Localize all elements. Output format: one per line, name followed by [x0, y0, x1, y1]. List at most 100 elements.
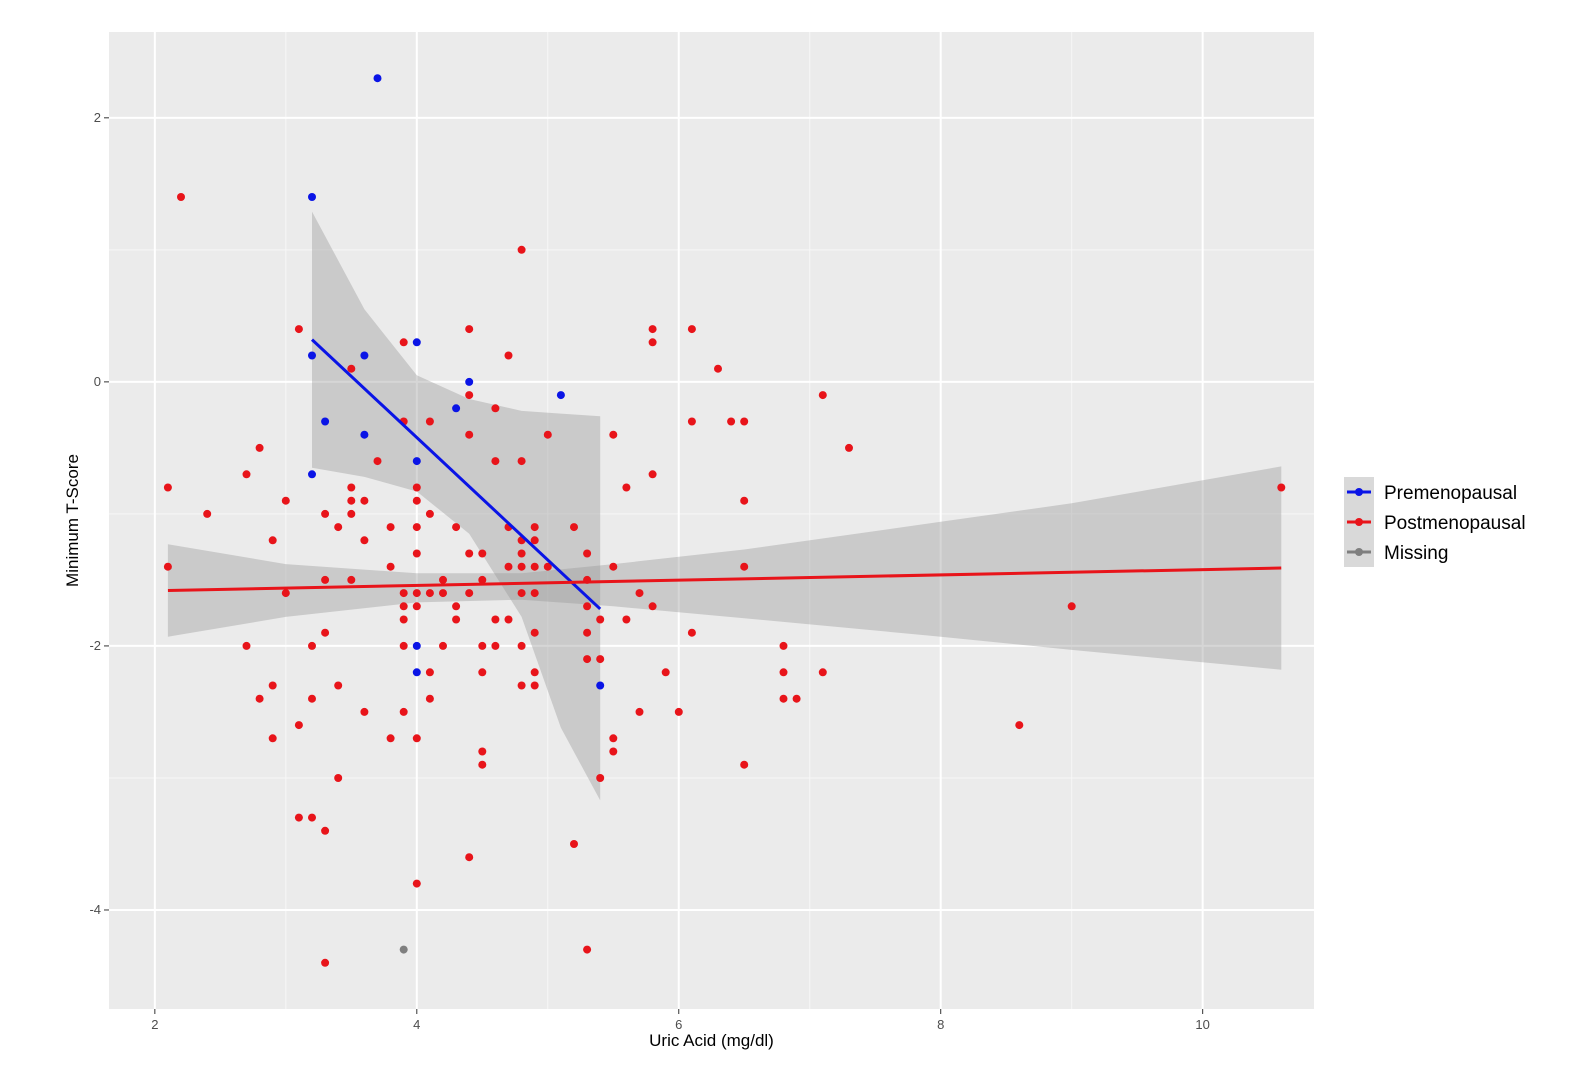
data-point: [556, 391, 565, 400]
data-point: [687, 325, 696, 334]
data-point: [412, 549, 421, 558]
data-point: [792, 694, 801, 703]
data-point: [412, 602, 421, 611]
data-point: [609, 562, 618, 571]
data-point: [845, 443, 853, 452]
data-point: [452, 602, 461, 611]
data-point: [465, 325, 474, 334]
data-point: [674, 707, 683, 716]
data-point: [425, 694, 434, 703]
gridlines: [109, 32, 1314, 1009]
data-point: [425, 509, 434, 518]
data-point: [530, 536, 539, 545]
data-point: [386, 562, 395, 571]
data-point: [478, 668, 487, 677]
data-point: [399, 641, 408, 650]
data-point: [570, 523, 578, 532]
data-point: [465, 549, 474, 558]
legend: Premenopausal Postmenopausal Missing: [1344, 477, 1526, 567]
x-tick-label: 8: [937, 1017, 944, 1032]
data-point: [412, 879, 421, 888]
data-point: [648, 338, 657, 347]
data-point: [478, 575, 487, 584]
data-point: [268, 681, 277, 690]
data-point: [491, 641, 500, 650]
data-point: [334, 681, 343, 690]
data-point: [478, 641, 487, 650]
legend-label: Missing: [1384, 543, 1448, 564]
data-point: [740, 496, 749, 505]
data-point: [347, 483, 356, 492]
data-point: [504, 562, 513, 571]
data-point: [412, 734, 421, 743]
data-point: [399, 602, 408, 611]
fit-line: [167, 566, 1282, 592]
data-point: [622, 483, 631, 492]
data-point: [347, 364, 356, 373]
data-point: [360, 496, 369, 505]
data-point: [452, 615, 461, 624]
data-point: [242, 470, 251, 479]
data-point: [308, 694, 316, 703]
data-point: [1015, 721, 1024, 730]
data-point: [360, 351, 369, 360]
data-point: [321, 958, 330, 967]
data-point: [439, 575, 447, 584]
data-point: [465, 377, 474, 386]
data-point: [517, 549, 526, 558]
data-point: [530, 589, 539, 598]
data-point: [334, 523, 343, 532]
x-tick-label: 10: [1195, 1017, 1209, 1032]
data-point: [399, 707, 408, 716]
data-point: [609, 430, 618, 439]
data-point: [465, 589, 474, 598]
data-point: [1277, 483, 1286, 492]
axes: 2 4 6 8 10 -4 -2 0 2: [89, 110, 1209, 1032]
x-tick-label: 2: [151, 1017, 158, 1032]
data-point: [412, 641, 421, 650]
data-point: [321, 628, 330, 637]
data-point: [439, 641, 447, 650]
data-point: [294, 813, 303, 822]
data-point: [347, 496, 356, 505]
data-point: [399, 589, 408, 598]
data-point: [609, 734, 618, 743]
data-point: [321, 575, 330, 584]
confidence-band: [312, 211, 601, 801]
data-point: [321, 417, 330, 426]
data-point: [347, 509, 356, 518]
data-point: [268, 734, 277, 743]
data-point: [255, 694, 264, 703]
data-point: [242, 641, 251, 650]
data-point: [818, 391, 827, 400]
data-point: [530, 523, 539, 532]
y-tick-label: 0: [94, 374, 101, 389]
data-point: [779, 641, 788, 650]
data-point: [779, 668, 788, 677]
data-point: [635, 589, 644, 598]
data-point: [530, 668, 539, 677]
data-point: [517, 589, 526, 598]
data-point: [661, 668, 670, 677]
data-point: [399, 945, 408, 954]
data-point: [465, 853, 474, 862]
data-point: [360, 536, 369, 545]
data-point: [491, 615, 500, 624]
x-tick-label: 6: [675, 1017, 682, 1032]
data-point: [583, 628, 592, 637]
data-point: [583, 602, 592, 611]
y-tick-label: -2: [89, 638, 101, 653]
data-point: [412, 523, 421, 532]
legend-key-point: [1355, 518, 1363, 526]
data-point: [425, 589, 434, 598]
data-point: [412, 496, 421, 505]
data-point: [308, 813, 316, 822]
data-point: [163, 562, 172, 571]
data-point: [622, 615, 631, 624]
data-point: [373, 457, 382, 466]
data-point: [504, 351, 513, 360]
data-point: [530, 562, 539, 571]
data-point: [281, 589, 290, 598]
data-point: [465, 430, 474, 439]
